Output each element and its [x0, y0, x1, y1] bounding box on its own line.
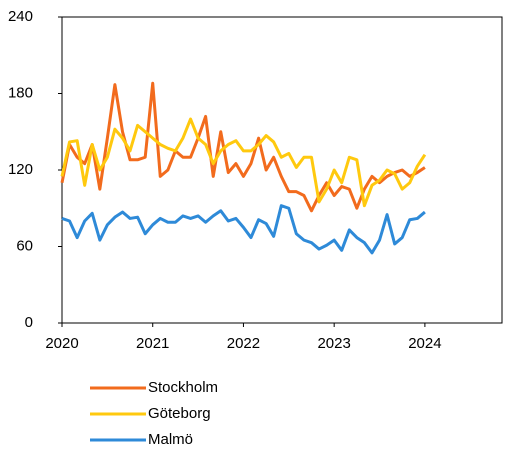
- x-tick-label: 2021: [136, 335, 169, 352]
- y-tick-label: 120: [8, 161, 33, 178]
- x-tick-label: 2023: [317, 335, 350, 352]
- legend-label: Stockholm: [148, 379, 218, 396]
- x-tick-label: 2022: [227, 335, 260, 352]
- x-tick-label: 2020: [45, 335, 78, 352]
- series-line: [60, 117, 427, 208]
- y-tick-label: 180: [8, 84, 33, 101]
- series-line: [60, 81, 426, 213]
- y-tick-label: 240: [8, 8, 33, 25]
- series-line: [61, 204, 426, 255]
- y-tick-label: 0: [25, 314, 33, 331]
- legend-label: Göteborg: [148, 405, 211, 422]
- legend-label: Malmö: [148, 431, 193, 448]
- x-tick-label: 2024: [408, 335, 441, 352]
- y-tick-label: 60: [16, 237, 33, 254]
- plot-frame: [61, 16, 503, 324]
